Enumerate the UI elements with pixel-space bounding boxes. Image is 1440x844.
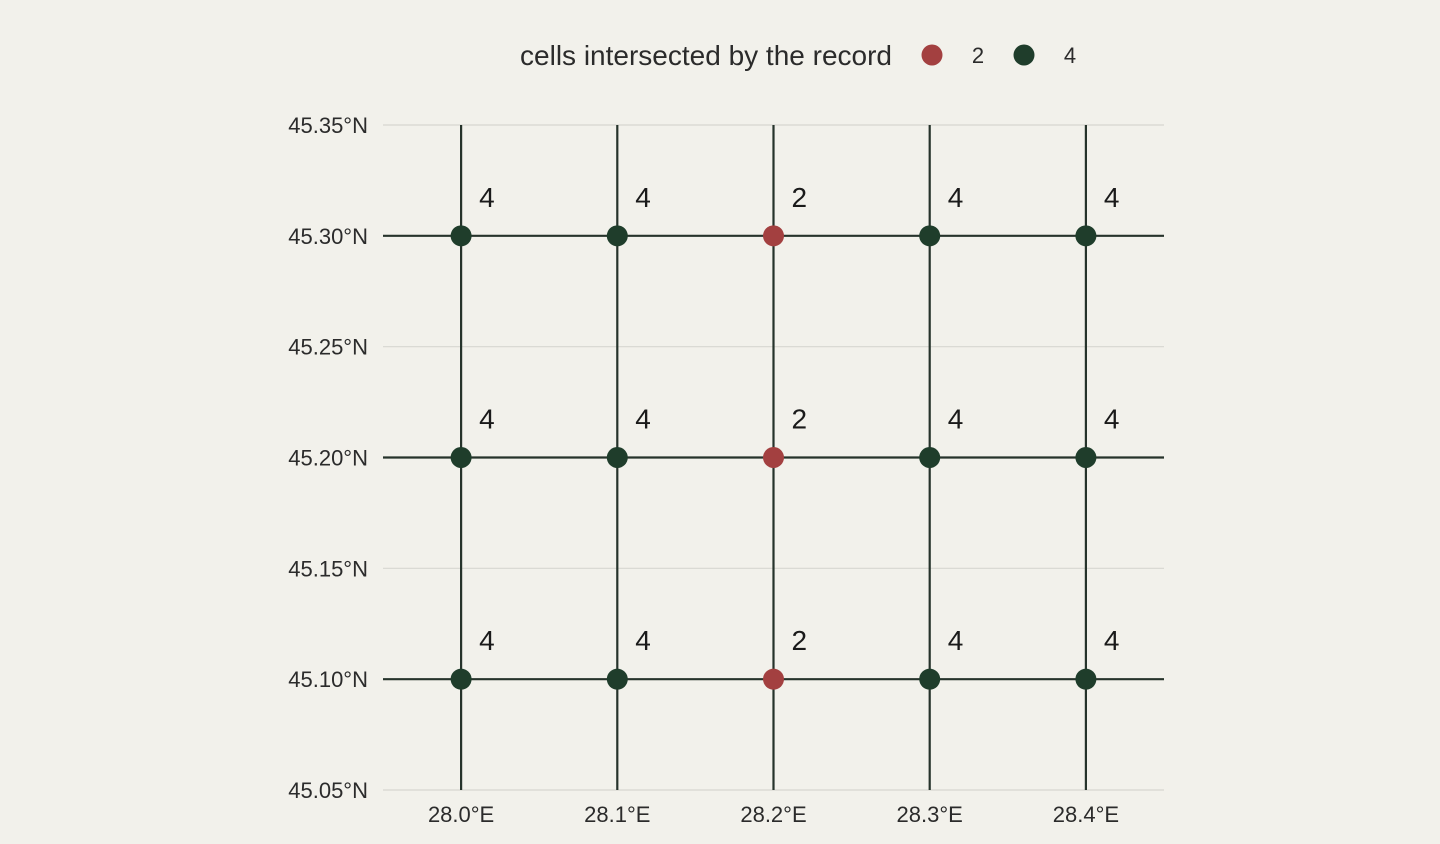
data-point (919, 668, 941, 690)
data-point-label: 4 (479, 404, 495, 435)
data-point (763, 225, 784, 247)
y-tick-label: 45.10°N (288, 667, 368, 692)
data-point (1075, 225, 1097, 247)
data-point-labels: 4 4 2 4 4 4 4 2 4 4 4 4 2 4 4 (479, 182, 1119, 656)
data-point-label: 4 (1104, 182, 1120, 213)
x-tick-label: 28.2°E (740, 802, 806, 827)
data-point (919, 225, 941, 247)
data-point (1075, 668, 1097, 690)
data-point (450, 225, 472, 247)
y-tick-label: 45.25°N (288, 335, 368, 360)
data-point (606, 225, 628, 247)
legend-label-4: 4 (1064, 43, 1076, 68)
data-points (450, 225, 1097, 690)
data-point (919, 447, 941, 468)
data-point-label: 4 (635, 625, 651, 656)
data-point (763, 668, 784, 690)
legend: cells intersected by the record 2 4 (520, 40, 1076, 71)
data-point (450, 668, 472, 690)
data-point-label: 4 (635, 182, 651, 213)
data-point-label: 4 (479, 182, 495, 213)
legend-label-2: 2 (972, 43, 984, 68)
data-point-label: 4 (948, 182, 964, 213)
data-point-label: 2 (792, 182, 808, 213)
y-axis-tick-labels: 45.05°N 45.10°N 45.15°N 45.20°N 45.25°N 45.30… (288, 113, 368, 803)
data-point-label: 4 (948, 625, 964, 656)
y-tick-label: 45.35°N (288, 113, 368, 138)
x-axis-tick-labels: 28.0°E 28.1°E 28.2°E 28.3°E 28.4°E (428, 802, 1119, 827)
data-point-label: 2 (792, 404, 808, 435)
x-tick-label: 28.4°E (1053, 802, 1119, 827)
x-tick-label: 28.0°E (428, 802, 494, 827)
data-point-label: 4 (479, 625, 495, 656)
data-point (606, 447, 628, 468)
legend-key-2 (921, 44, 943, 66)
data-point (763, 447, 784, 468)
data-point-label: 4 (1104, 404, 1120, 435)
y-tick-label: 45.30°N (288, 224, 368, 249)
data-point (1075, 447, 1097, 468)
y-tick-label: 45.20°N (288, 446, 368, 471)
x-tick-label: 28.1°E (584, 802, 650, 827)
data-point-label: 2 (792, 625, 808, 656)
legend-key-4 (1013, 44, 1035, 66)
data-point-label: 4 (1104, 625, 1120, 656)
data-point (606, 668, 628, 690)
y-tick-label: 45.05°N (288, 778, 368, 803)
data-point-label: 4 (948, 404, 964, 435)
data-point (450, 447, 472, 468)
y-tick-label: 45.15°N (288, 556, 368, 581)
data-point-label: 4 (635, 404, 651, 435)
legend-title: cells intersected by the record (520, 40, 892, 71)
x-tick-label: 28.3°E (897, 802, 963, 827)
